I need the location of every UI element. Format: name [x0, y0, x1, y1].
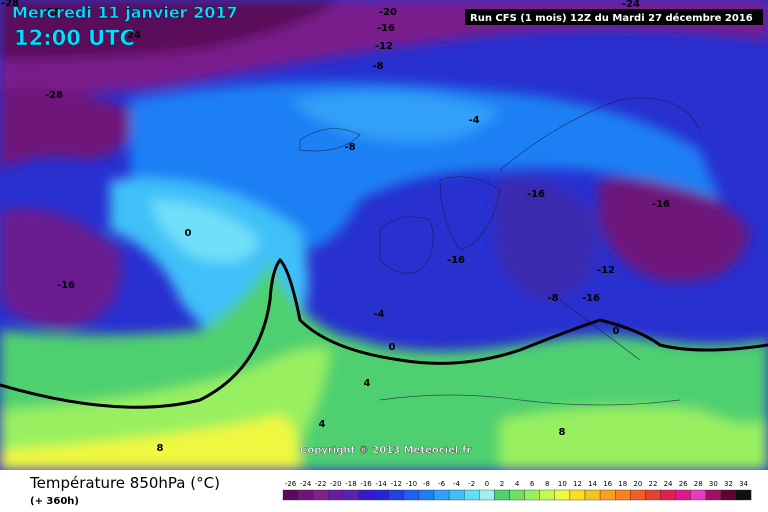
footer-subtitle: (+ 360h) [30, 496, 79, 507]
scale-label: 32 [724, 480, 733, 488]
contour-label: 0 [185, 228, 192, 239]
scale-label: -12 [391, 480, 402, 488]
scale-swatch [539, 489, 556, 501]
scale-label: -26 [285, 480, 297, 488]
scale-swatch [630, 489, 646, 501]
scale-label: 10 [558, 480, 567, 488]
scale-swatch [690, 489, 707, 501]
scale-label: 14 [588, 480, 597, 488]
scale-swatch [373, 489, 389, 501]
scale-label: 30 [709, 480, 718, 488]
contour-label: -28 [1, 0, 19, 9]
contour-label: -8 [372, 61, 383, 72]
scale-label: 24 [664, 480, 673, 488]
contour-label: -16 [447, 255, 465, 266]
run-info: Run CFS (1 mois) 12Z du Mardi 27 décembr… [470, 12, 753, 24]
scale-label: -8 [423, 480, 430, 488]
scale-swatch [479, 489, 495, 501]
map-field [0, 0, 768, 470]
contour-label: -16 [377, 23, 395, 34]
scale-label: 12 [573, 480, 582, 488]
scale-swatch [494, 489, 510, 501]
scale-swatch [343, 489, 359, 501]
scale-label: 4 [515, 480, 520, 488]
scale-label: 0 [485, 480, 489, 488]
color-scale: -26 -24 -22 -20 -18 -16 -14 -12 -10 -8 -6 -4 -2 0 2 4 6 8… [282, 480, 752, 501]
scale-label: -24 [300, 480, 312, 488]
scale-swatch [388, 489, 405, 501]
scale-label: 20 [633, 480, 642, 488]
contour-label: -16 [57, 280, 75, 291]
scale-swatch [358, 489, 374, 501]
scale-label: 16 [603, 480, 612, 488]
contour-label: 0 [389, 342, 396, 353]
scale-label: -20 [330, 480, 341, 488]
date: Mercredi 11 janvier 2017 [12, 3, 238, 22]
scale-label: -14 [375, 480, 387, 488]
scale-label: 6 [530, 480, 535, 488]
contour-label: -16 [527, 189, 545, 200]
contour-label: -12 [597, 265, 615, 276]
copyright: Copyright © 2013 Meteociel.fr [300, 445, 471, 456]
scale-swatch [720, 489, 737, 501]
scale-swatch [297, 489, 314, 501]
scale-swatch [433, 489, 450, 501]
scale-label: 26 [679, 480, 688, 488]
run-box [465, 9, 763, 25]
contour-label: -20 [379, 7, 397, 18]
contour-label: -8 [547, 293, 558, 304]
contour-label: -4 [373, 309, 384, 320]
contour-label: -16 [582, 293, 600, 304]
scale-label: -4 [453, 480, 461, 488]
scale-swatch [599, 489, 616, 501]
scale-label: 22 [648, 480, 657, 488]
scale-label: -16 [360, 480, 372, 488]
scale-label: 28 [694, 480, 703, 488]
scale-label: -22 [315, 480, 326, 488]
scale-label: 34 [739, 480, 748, 488]
scale-label: -2 [468, 480, 475, 488]
time: 12:00 UTC [14, 26, 135, 50]
scale-swatch [675, 489, 691, 501]
contour-label: 4 [364, 378, 371, 389]
scale-swatch [660, 489, 676, 501]
contour-label: -28 [45, 90, 63, 101]
scale-label: -10 [406, 480, 417, 488]
contour-label: -24 [622, 0, 640, 10]
contour-label: 0 [613, 326, 620, 337]
time-suffix: 24 [127, 30, 141, 41]
contour-label: -28 [43, 7, 61, 18]
scale-swatch [448, 489, 465, 501]
scale-swatch [282, 489, 299, 501]
scale-swatch [645, 489, 661, 501]
footer-title: Température 850hPa (°C) [29, 474, 220, 492]
scale-label: -18 [345, 480, 356, 488]
contour-label: 8 [157, 443, 164, 454]
contour-label: 4 [319, 419, 326, 430]
scale-swatch [509, 489, 525, 501]
scale-swatch [464, 489, 480, 501]
scale-label: -6 [438, 480, 446, 488]
contour-label: -8 [344, 142, 355, 153]
scale-swatch [403, 489, 420, 501]
scale-swatch [554, 489, 571, 501]
contour-label: 8 [559, 427, 566, 438]
scale-swatch [328, 489, 344, 501]
scale-swatch [584, 489, 601, 501]
scale-swatch [569, 489, 586, 501]
scale-swatch [615, 489, 631, 501]
contour-label: -12 [375, 41, 393, 52]
scale-swatch [418, 489, 435, 501]
contour-label: -4 [468, 115, 479, 126]
scale-swatch [735, 489, 752, 501]
scale-swatch [313, 489, 329, 501]
contour-label: -16 [652, 199, 670, 210]
scale-swatch [524, 489, 540, 501]
scale-label: 18 [618, 480, 627, 488]
scale-label: 2 [500, 480, 504, 488]
contour-labels: -28 -28 -20 -16 -12 -8 -24 -28 -4 -8 -16 -16 0 -16 -16… [1, 0, 670, 454]
scale-swatch [705, 489, 722, 501]
scale-label: 8 [545, 480, 549, 488]
